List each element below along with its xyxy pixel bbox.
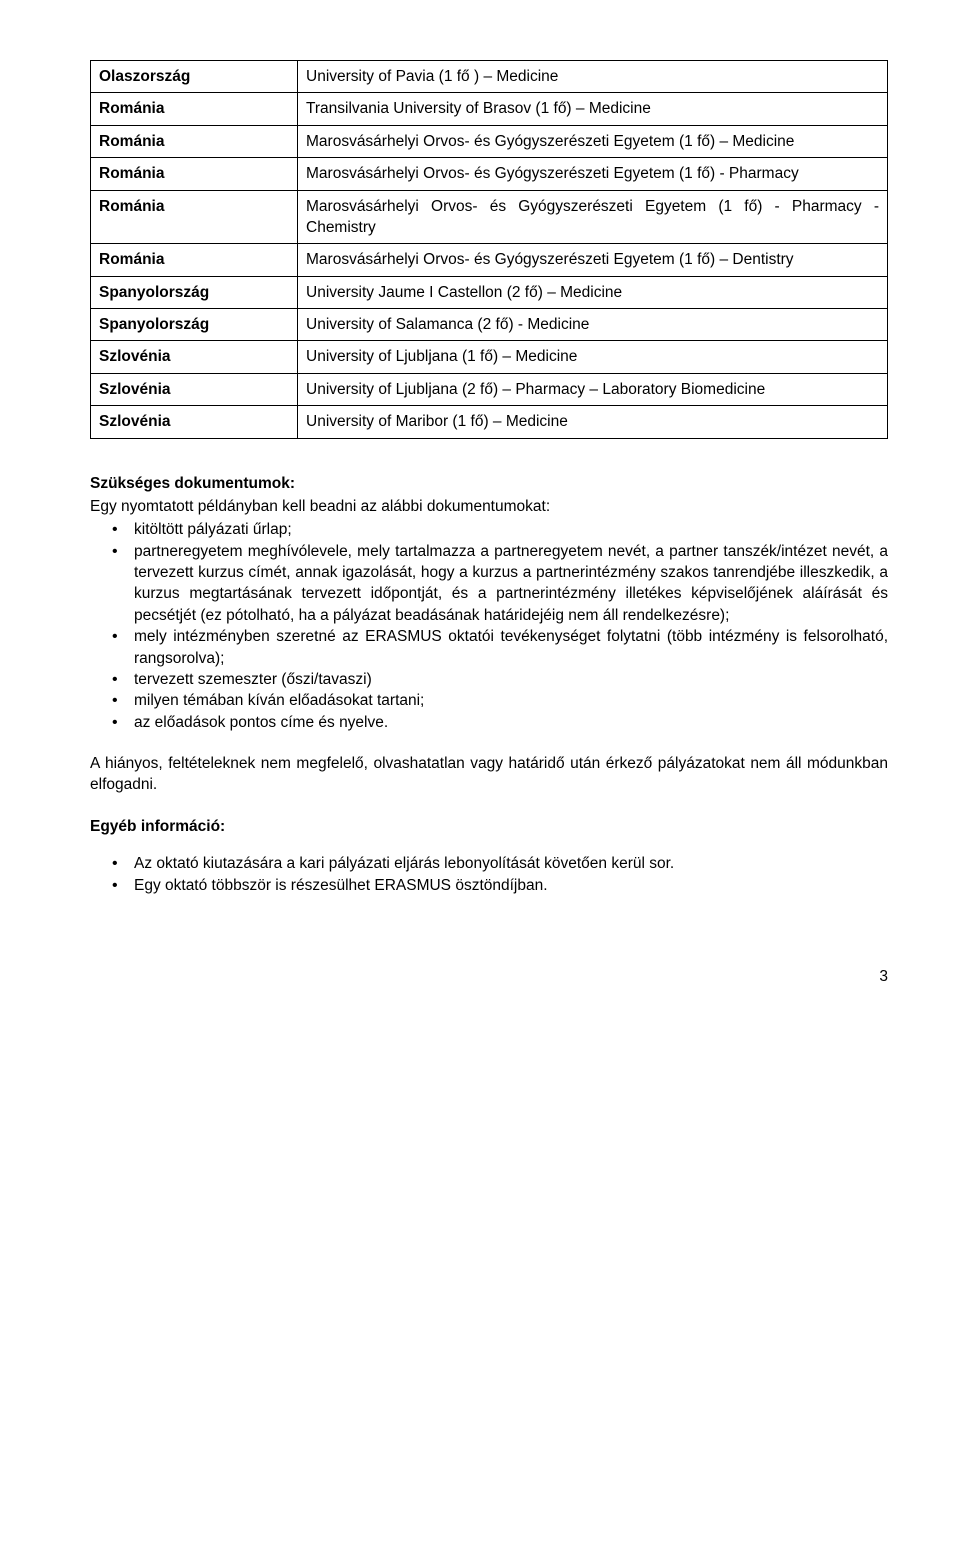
country-cell: Szlovénia: [91, 406, 298, 438]
university-cell: University of Ljubljana (1 fő) – Medicin…: [298, 341, 888, 373]
partners-table: OlaszországUniversity of Pavia (1 fő ) –…: [90, 60, 888, 439]
other-info-heading: Egyéb információ:: [90, 816, 888, 837]
country-cell: Olaszország: [91, 61, 298, 93]
country-cell: Románia: [91, 93, 298, 125]
university-cell: University of Pavia (1 fő ) – Medicine: [298, 61, 888, 93]
table-row: RomániaMarosvásárhelyi Orvos- és Gyógysz…: [91, 190, 888, 244]
table-row: SzlovéniaUniversity of Ljubljana (2 fő) …: [91, 373, 888, 405]
list-item: tervezett szemeszter (őszi/tavaszi): [134, 669, 888, 690]
required-docs-list: kitöltött pályázati űrlap;partneregyetem…: [90, 519, 888, 733]
table-row: SzlovéniaUniversity of Maribor (1 fő) – …: [91, 406, 888, 438]
list-item: mely intézményben szeretné az ERASMUS ok…: [134, 626, 888, 669]
country-cell: Spanyolország: [91, 309, 298, 341]
country-cell: Románia: [91, 125, 298, 157]
university-cell: University of Ljubljana (2 fő) – Pharmac…: [298, 373, 888, 405]
list-item: az előadások pontos címe és nyelve.: [134, 712, 888, 733]
country-cell: Szlovénia: [91, 341, 298, 373]
university-cell: Marosvásárhelyi Orvos- és Gyógyszerészet…: [298, 158, 888, 190]
page-number: 3: [90, 966, 888, 987]
table-row: SpanyolországUniversity Jaume I Castello…: [91, 276, 888, 308]
university-cell: Marosvásárhelyi Orvos- és Gyógyszerészet…: [298, 244, 888, 276]
table-row: SpanyolországUniversity of Salamanca (2 …: [91, 309, 888, 341]
list-item: milyen témában kíván előadásokat tartani…: [134, 690, 888, 711]
university-cell: University Jaume I Castellon (2 fő) – Me…: [298, 276, 888, 308]
required-docs-intro: Egy nyomtatott példányban kell beadni az…: [90, 496, 888, 517]
university-cell: Marosvásárhelyi Orvos- és Gyógyszerészet…: [298, 190, 888, 244]
university-cell: Marosvásárhelyi Orvos- és Gyógyszerészet…: [298, 125, 888, 157]
required-docs-heading: Szükséges dokumentumok:: [90, 473, 888, 494]
list-item: kitöltött pályázati űrlap;: [134, 519, 888, 540]
country-cell: Románia: [91, 190, 298, 244]
table-row: RomániaMarosvásárhelyi Orvos- és Gyógysz…: [91, 125, 888, 157]
partners-table-body: OlaszországUniversity of Pavia (1 fő ) –…: [91, 61, 888, 439]
university-cell: Transilvania University of Brasov (1 fő)…: [298, 93, 888, 125]
table-row: RomániaMarosvásárhelyi Orvos- és Gyógysz…: [91, 158, 888, 190]
university-cell: University of Salamanca (2 fő) - Medicin…: [298, 309, 888, 341]
table-row: OlaszországUniversity of Pavia (1 fő ) –…: [91, 61, 888, 93]
table-row: SzlovéniaUniversity of Ljubljana (1 fő) …: [91, 341, 888, 373]
university-cell: University of Maribor (1 fő) – Medicine: [298, 406, 888, 438]
list-item: partneregyetem meghívólevele, mely tarta…: [134, 541, 888, 627]
country-cell: Románia: [91, 158, 298, 190]
table-row: RomániaTransilvania University of Brasov…: [91, 93, 888, 125]
country-cell: Szlovénia: [91, 373, 298, 405]
rejection-paragraph: A hiányos, feltételeknek nem megfelelő, …: [90, 753, 888, 796]
table-row: RomániaMarosvásárhelyi Orvos- és Gyógysz…: [91, 244, 888, 276]
country-cell: Spanyolország: [91, 276, 298, 308]
list-item: Egy oktató többször is részesülhet ERASM…: [134, 875, 888, 896]
list-item: Az oktató kiutazására a kari pályázati e…: [134, 853, 888, 874]
country-cell: Románia: [91, 244, 298, 276]
other-info-list: Az oktató kiutazására a kari pályázati e…: [90, 853, 888, 896]
